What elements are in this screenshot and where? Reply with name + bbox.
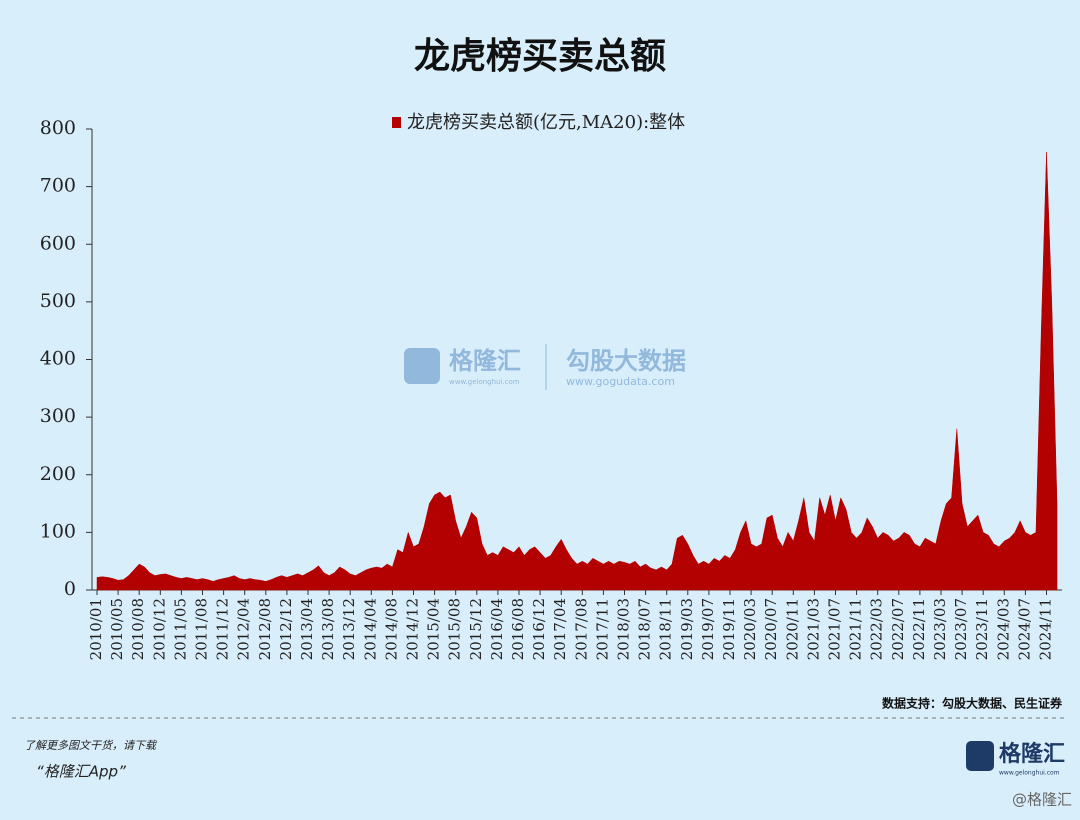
x-tick-label: 2017/11 bbox=[593, 598, 611, 660]
logo-text: 格隆汇 bbox=[999, 741, 1065, 767]
x-tick-label: 2020/07 bbox=[762, 598, 780, 660]
x-tick-label: 2020/03 bbox=[741, 598, 759, 660]
x-tick-label: 2022/07 bbox=[889, 598, 907, 660]
x-tick-label: 2017/04 bbox=[551, 598, 569, 660]
x-tick-label: 2015/12 bbox=[467, 598, 485, 660]
area bbox=[96, 152, 1058, 591]
x-tick-label: 2023/11 bbox=[973, 598, 991, 660]
legend-swatch bbox=[392, 117, 401, 128]
x-tick-label: 2012/12 bbox=[277, 598, 295, 660]
x-tick-label: 2013/12 bbox=[340, 598, 358, 660]
watermark: 格隆汇 www.gelonghui.com 勾股大数据 www.gogudata… bbox=[404, 344, 686, 390]
x-tick-label: 2012/04 bbox=[235, 598, 253, 660]
x-tick-label: 2015/08 bbox=[446, 598, 464, 660]
watermark-url: www.gelonghui.com bbox=[449, 378, 520, 386]
x-tick-label: 2016/12 bbox=[530, 598, 548, 660]
footer-line2: “格隆汇App” bbox=[36, 763, 126, 781]
y-tick-label: 200 bbox=[40, 463, 76, 485]
x-tick-label: 2010/12 bbox=[150, 598, 168, 660]
watermark-partner-url: www.gogudata.com bbox=[566, 375, 675, 388]
x-tick-label: 2011/12 bbox=[214, 598, 232, 660]
y-tick-label: 500 bbox=[40, 290, 76, 312]
watermark-brand: 格隆汇 bbox=[449, 347, 521, 375]
corner-mark: @格隆汇 bbox=[1012, 791, 1072, 809]
x-tick-label: 2024/03 bbox=[994, 598, 1012, 660]
legend-label: 龙虎榜买卖总额(亿元,MA20):整体 bbox=[407, 112, 685, 133]
x-tick-label: 2024/11 bbox=[1037, 598, 1055, 660]
x-tick-label: 2014/08 bbox=[382, 598, 400, 660]
x-tick-label: 2021/03 bbox=[804, 598, 822, 660]
x-tick-label: 2022/03 bbox=[868, 598, 886, 660]
y-tick-label: 400 bbox=[40, 348, 76, 370]
x-tick-label: 2023/07 bbox=[952, 598, 970, 660]
x-tick-label: 2016/08 bbox=[509, 598, 527, 660]
x-tick-label: 2010/08 bbox=[129, 598, 147, 660]
x-tick-label: 2011/05 bbox=[171, 598, 189, 660]
x-tick-label: 2013/08 bbox=[319, 598, 337, 660]
source-note: 数据支持：勾股大数据、民生证券 bbox=[882, 696, 1063, 711]
x-tick-label: 2021/11 bbox=[847, 598, 865, 660]
x-tick-label: 2015/04 bbox=[425, 598, 443, 660]
y-tick-label: 600 bbox=[40, 232, 76, 254]
logo-icon bbox=[966, 741, 994, 771]
x-tick-label: 2011/08 bbox=[193, 598, 211, 660]
watermark-icon bbox=[404, 348, 440, 384]
x-tick-label: 2010/05 bbox=[108, 598, 126, 660]
x-tick-label: 2021/07 bbox=[826, 598, 844, 660]
x-tick-label: 2024/07 bbox=[1015, 598, 1033, 660]
x-tick-label: 2010/01 bbox=[87, 598, 105, 660]
x-tick-label: 2014/04 bbox=[361, 598, 379, 660]
x-tick-label: 2012/08 bbox=[256, 598, 274, 660]
y-tick-label: 800 bbox=[40, 117, 76, 139]
footer-line1: 了解更多图文干货，请下载 bbox=[24, 739, 158, 752]
x-tick-label: 2018/07 bbox=[636, 598, 654, 660]
x-tick-label: 2013/04 bbox=[298, 598, 316, 660]
logo-url: www.gelonghui.com bbox=[999, 770, 1060, 777]
y-tick-label: 100 bbox=[40, 520, 76, 542]
x-tick-label: 2014/12 bbox=[404, 598, 422, 660]
x-tick-label: 2018/11 bbox=[657, 598, 675, 660]
x-tick-label: 2019/03 bbox=[678, 598, 696, 660]
x-tick-label: 2019/11 bbox=[720, 598, 738, 660]
x-tick-label: 2019/07 bbox=[699, 598, 717, 660]
x-tick-label: 2018/03 bbox=[615, 598, 633, 660]
watermark-partner: 勾股大数据 bbox=[566, 347, 686, 375]
x-tick-label: 2016/04 bbox=[488, 598, 506, 660]
y-tick-label: 300 bbox=[40, 405, 76, 427]
y-tick-label: 700 bbox=[40, 175, 76, 197]
x-tick-label: 2017/08 bbox=[572, 598, 590, 660]
y-tick-label: 0 bbox=[64, 578, 76, 600]
x-tick-label: 2022/11 bbox=[910, 598, 928, 660]
x-tick-label: 2020/11 bbox=[783, 598, 801, 660]
chart-title: 龙虎榜买卖总额 bbox=[414, 36, 666, 77]
x-tick-label: 2023/03 bbox=[931, 598, 949, 660]
